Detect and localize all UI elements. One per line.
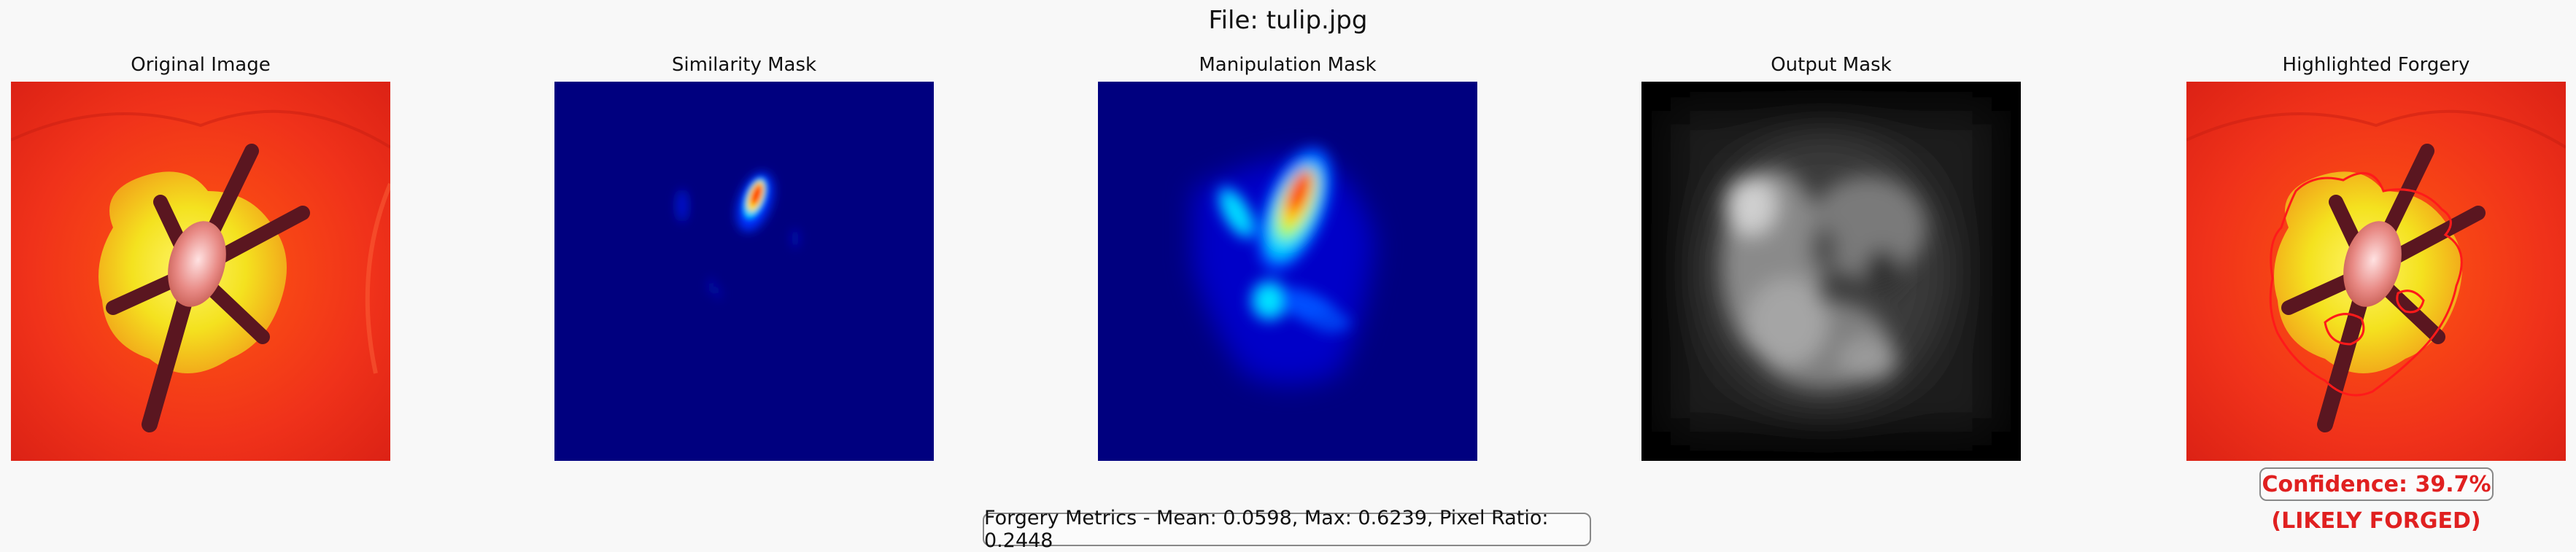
panel-title-highlighted: Highlighted Forgery	[2282, 54, 2470, 76]
original-image	[11, 82, 390, 461]
tulip-with-contour	[2186, 82, 2566, 461]
confidence-badge: Confidence: 39.7%	[2259, 467, 2494, 501]
similarity-heatmap	[554, 82, 934, 461]
figure-title: File: tulip.jpg	[1208, 6, 1368, 35]
panel-title-original: Original Image	[131, 54, 271, 76]
manipulation-heatmap	[1098, 82, 1477, 461]
forgery-contour	[2269, 172, 2463, 397]
highlighted-forgery-image	[2186, 82, 2566, 461]
forgery-metrics-box: Forgery Metrics - Mean: 0.0598, Max: 0.6…	[983, 507, 1591, 552]
panel-title-similarity: Similarity Mask	[671, 54, 817, 76]
output-grayscale-mask	[1641, 82, 2021, 461]
tulip-image	[11, 82, 390, 461]
manipulation-mask	[1098, 82, 1477, 461]
panel-title-manipulation: Manipulation Mask	[1199, 54, 1377, 76]
output-mask	[1641, 82, 2021, 461]
verdict-label: (LIKELY FORGED)	[2271, 508, 2481, 534]
similarity-mask	[554, 82, 934, 461]
panel-title-output: Output Mask	[1771, 54, 1892, 76]
